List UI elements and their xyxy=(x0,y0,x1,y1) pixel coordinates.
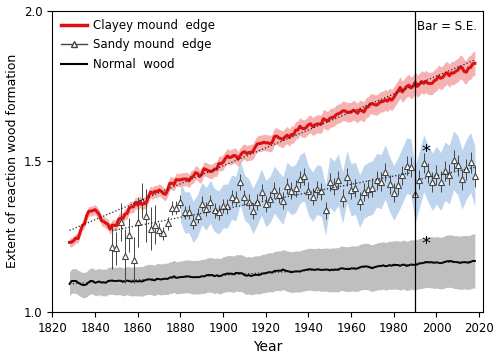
Text: *: * xyxy=(422,143,430,161)
X-axis label: Year: Year xyxy=(253,341,282,355)
Legend: Clayey mound  edge, Sandy mound  edge, Normal  wood: Clayey mound edge, Sandy mound edge, Nor… xyxy=(58,17,217,73)
Text: *: * xyxy=(422,235,430,253)
Text: Bar = S.E.: Bar = S.E. xyxy=(417,19,477,33)
Y-axis label: Extent of reaction wood formation: Extent of reaction wood formation xyxy=(6,54,18,269)
